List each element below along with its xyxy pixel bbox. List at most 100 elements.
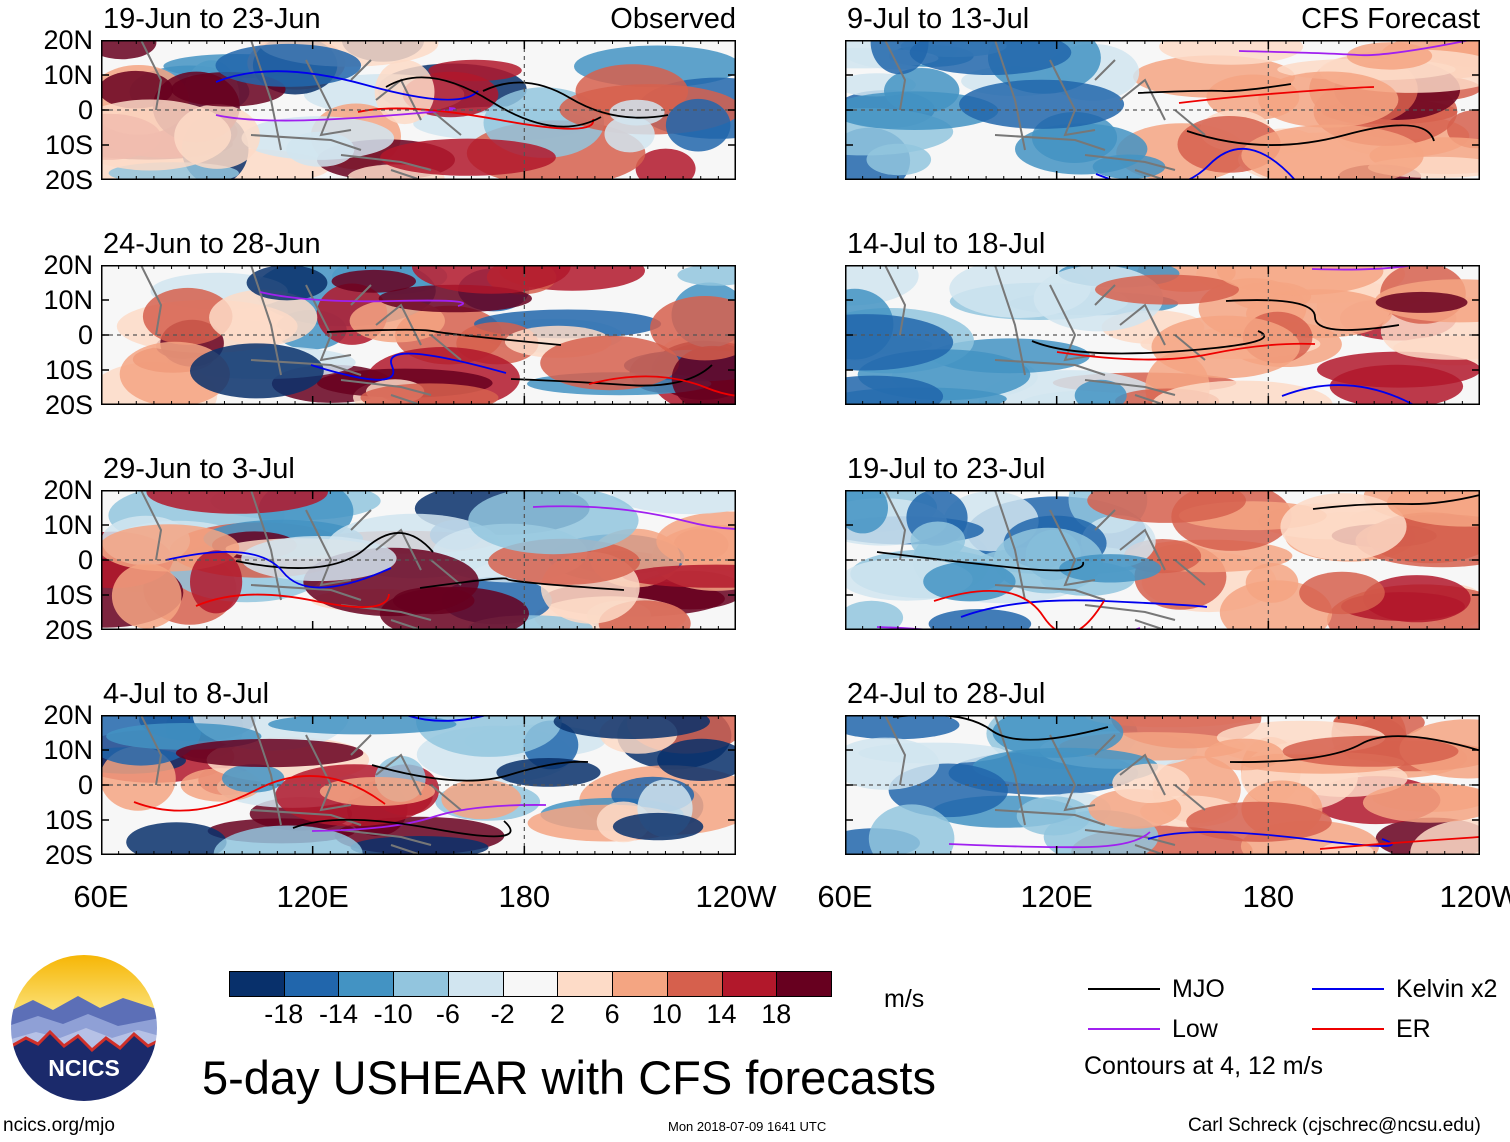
shear-field-blob: [959, 79, 1125, 129]
footer-timestamp: Mon 2018-07-09 1641 UTC: [668, 1119, 827, 1134]
shear-field-blob: [101, 99, 232, 171]
column-heading: Observed: [610, 3, 736, 35]
shear-field-blob: [101, 70, 173, 109]
shear-field-blob: [868, 804, 955, 855]
colorbar-swatch: [502, 971, 559, 997]
y-tick-label: 0: [77, 545, 93, 575]
panel-plot: [101, 490, 736, 630]
shear-field-blob: [286, 131, 355, 167]
y-tick-label: 10S: [44, 355, 93, 385]
footer-author: Carl Schreck (cjschrec@ncsu.edu): [1188, 1115, 1481, 1136]
shear-field-blob: [190, 550, 243, 614]
panel-title: 19-Jul to 23-Jul: [847, 453, 1046, 485]
shear-field-blob: [268, 715, 457, 735]
panel-title: 29-Jun to 3-Jul: [103, 453, 295, 485]
panel-frame: [845, 265, 1480, 405]
panel-plot: [845, 715, 1480, 855]
colorbar-swatch: [338, 971, 395, 997]
shear-field-blob: [380, 138, 556, 176]
panel-title: 24-Jul to 28-Jul: [847, 678, 1046, 710]
footer-url[interactable]: ncics.org/mjo: [3, 1115, 115, 1136]
shear-field-blob: [213, 825, 363, 855]
panel-title: 4-Jul to 8-Jul: [103, 678, 270, 710]
shear-field-blob: [1280, 493, 1407, 561]
panel-plot: [101, 265, 736, 405]
panel-plot: [845, 265, 1480, 405]
panel-title: 14-Jul to 18-Jul: [847, 228, 1046, 260]
shear-field-blob: [665, 98, 731, 152]
legend-label: Kelvin x2: [1396, 975, 1498, 1003]
panel-frame: [101, 265, 736, 405]
colorbar-tick-label: -10: [373, 999, 413, 1029]
wave-contour: [310, 352, 507, 381]
wave-contour: [311, 804, 547, 832]
colorbar-swatch: [721, 971, 778, 997]
contour-note: Contours at 4, 12 m/s: [1084, 1052, 1324, 1080]
shear-field-blob: [671, 345, 736, 405]
colorbar-tick-label: -14: [318, 999, 358, 1029]
wave-contour: [1137, 83, 1292, 94]
colorbar-tick-label: 18: [761, 999, 792, 1029]
shear-field-blob: [468, 490, 639, 555]
shear-field-blob: [142, 287, 233, 345]
panel-title: 24-Jun to 28-Jun: [103, 228, 321, 260]
shear-field-blob: [635, 148, 696, 180]
shear-field-blob: [992, 715, 1124, 758]
shear-field-blob: [411, 265, 571, 294]
wave-contour: [292, 818, 512, 838]
coastline: [884, 715, 1206, 855]
shear-field-blob: [923, 561, 1016, 602]
colorbar-swatch: [666, 971, 723, 997]
shear-field-blob: [1186, 801, 1332, 842]
shear-field-blob: [1204, 738, 1284, 771]
shear-field-blob: [1393, 336, 1480, 360]
colorbar-swatch: [776, 971, 832, 997]
y-tick-label: 10N: [43, 735, 93, 765]
y-tick-label: 10N: [43, 285, 93, 315]
x-tick-label: 120W: [695, 879, 777, 914]
colorbar-tick-label: 6: [604, 999, 620, 1029]
shear-field-blob: [677, 265, 736, 286]
shear-field-blob: [845, 314, 954, 371]
colorbar-tick-label: -2: [490, 999, 515, 1029]
shear-field-blob: [622, 564, 736, 588]
wave-contour: [948, 831, 1151, 849]
wave-contour: [259, 291, 465, 307]
shear-field-blob: [845, 600, 904, 630]
shear-field-blob: [496, 758, 601, 787]
colorbar-swatch: [557, 971, 614, 997]
y-tick-label: 10N: [43, 60, 93, 90]
shear-field-blob: [1095, 274, 1239, 305]
wave-contour: [933, 590, 1105, 630]
shear-field-blob: [845, 715, 960, 740]
shear-field-blob: [1087, 490, 1246, 523]
shear-field-blob: [909, 40, 1072, 75]
wave-contour: [510, 364, 713, 387]
wave-contour: [1225, 299, 1400, 331]
y-tick-label: 10S: [44, 130, 93, 160]
wave-contour: [215, 70, 479, 101]
wave-contour: [419, 577, 625, 591]
colorbar-tick-label: 10: [651, 999, 682, 1029]
shear-field-blob: [1074, 379, 1127, 405]
shear-field-blob: [209, 289, 318, 346]
shear-field-blob: [1112, 763, 1191, 803]
y-tick-label: 10S: [44, 580, 93, 610]
y-tick-label: 10S: [44, 805, 93, 835]
wave-contour: [1229, 735, 1480, 763]
coastline: [884, 265, 1206, 405]
panel-frame: [845, 490, 1480, 630]
colorbar-tick-label: 14: [706, 999, 737, 1029]
shear-field-blob: [553, 715, 710, 739]
wave-contour: [1238, 40, 1475, 57]
colorbar-tick-label: -18: [264, 999, 304, 1029]
legend-swatch: [1312, 1028, 1384, 1030]
x-tick-label: 120E: [1020, 879, 1093, 914]
shear-field-blob: [1375, 291, 1468, 313]
wave-contour: [235, 532, 434, 569]
y-tick-label: 20N: [43, 250, 93, 280]
x-tick-label: 120W: [1439, 879, 1510, 914]
shear-field-blob: [331, 269, 416, 293]
panel-title: 19-Jun to 23-Jun: [103, 3, 321, 35]
shear-field-blob: [1282, 735, 1459, 767]
